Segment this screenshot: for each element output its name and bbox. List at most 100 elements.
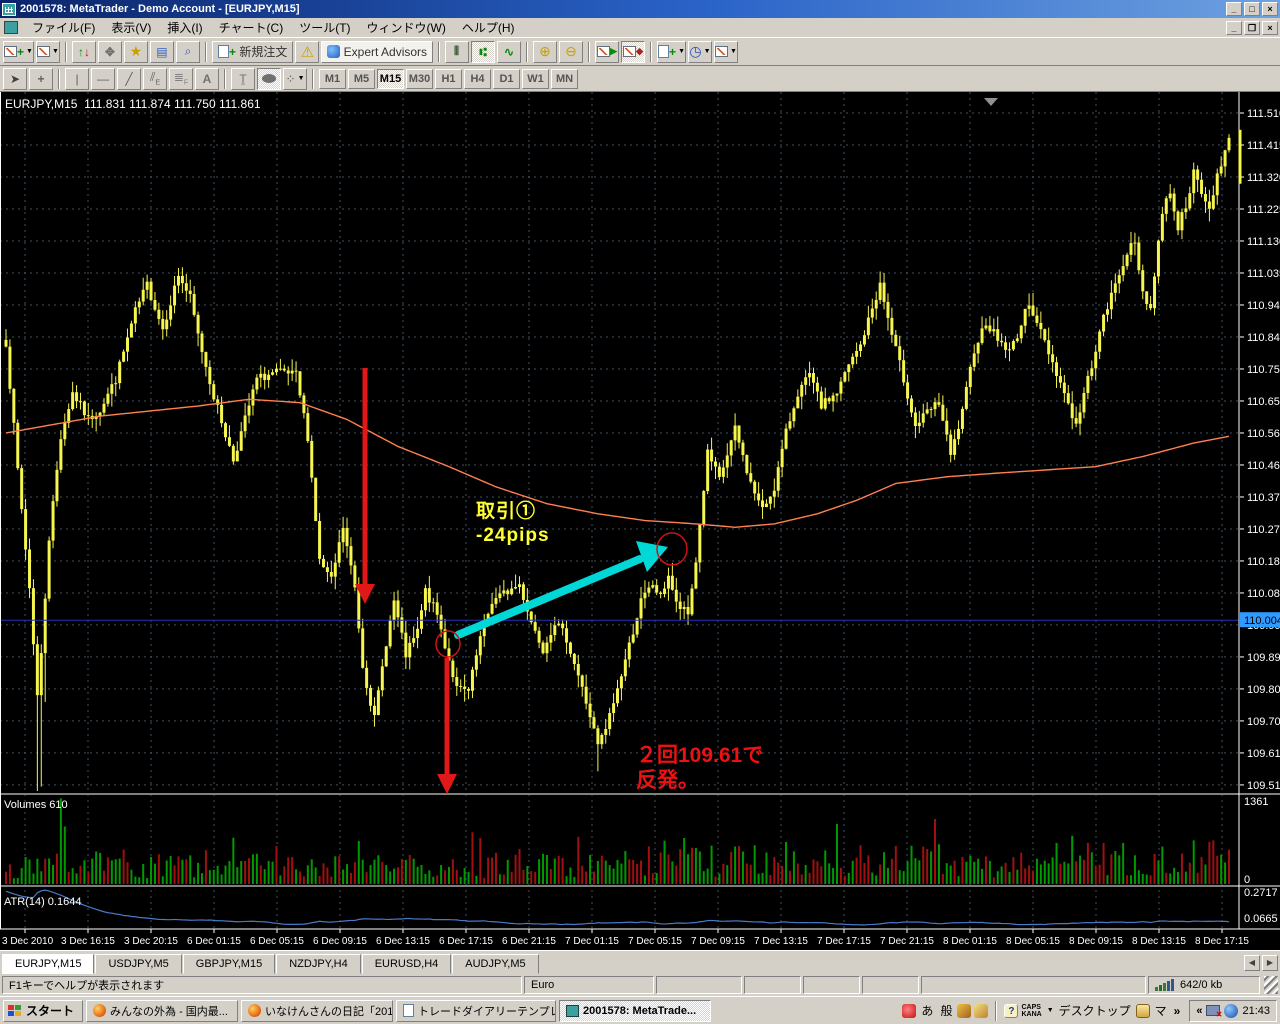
drawing-toolbar: ➤ + | — ╱ ⫽E ≣F A T̼ ⁘ ▼ M1 M5 M15 M30 H1… [0, 66, 1280, 92]
network-disconnected-icon[interactable] [1206, 1005, 1222, 1019]
menu-tools[interactable]: ツール(T) [299, 21, 351, 35]
market-watch-button[interactable]: ↑ ↓ [71, 40, 96, 63]
timeframe-m30-button[interactable]: M30 [406, 68, 433, 89]
cursor-tool-button[interactable]: ➤ [3, 67, 27, 90]
minimize-button[interactable]: _ [1226, 2, 1242, 16]
ime-pad-icon[interactable] [957, 1003, 972, 1018]
text-label-tool-button[interactable]: T̼ [231, 67, 255, 90]
timeframe-m15-button[interactable]: M15 [377, 68, 404, 89]
indicators-button[interactable]: + ▼ [657, 40, 686, 63]
timeframe-h1-button[interactable]: H1 [435, 68, 462, 89]
tab-scroll-left-button[interactable]: ◀ [1244, 955, 1260, 971]
ime-brush-icon[interactable] [974, 1003, 989, 1018]
chart-shift-button[interactable]: ◆ [621, 40, 646, 63]
price-chart[interactable]: 111.510 111.415 111.320 111.225 111.130 111.0… [0, 92, 1280, 950]
symbol-label: EURJPY,M15 [5, 97, 78, 111]
timeframe-w1-button[interactable]: W1 [522, 68, 549, 89]
windows-logo-icon [8, 1004, 22, 1017]
tab-gbpjpy-m15[interactable]: GBPJPY,M15 [182, 954, 276, 974]
channel-tool-button[interactable]: ⫽E [143, 67, 167, 90]
new-chart-button[interactable]: + ▼ [3, 40, 34, 63]
timeframe-m1-button[interactable]: M1 [319, 68, 346, 89]
timeframe-d1-button[interactable]: D1 [493, 68, 520, 89]
tray-chevron-icon[interactable]: « [1196, 1004, 1203, 1017]
auto-scroll-button[interactable]: ▶ [595, 40, 620, 63]
tab-eurusd-h4[interactable]: EURUSD,H4 [361, 954, 452, 974]
tab-eurjpy-m15[interactable]: EURJPY,M15 [2, 954, 95, 974]
chart-profiles-button[interactable]: ▼ [35, 40, 60, 63]
resize-grip[interactable] [1264, 976, 1278, 994]
strategy-tester-button[interactable]: ⌕ [175, 40, 200, 63]
bounce-annotation-text[interactable]: ２回109.61で 反発。 [636, 744, 764, 792]
ime-hiragana-indicator[interactable]: あ [921, 1004, 934, 1018]
atok-icon[interactable] [902, 1003, 917, 1018]
taskbar-item-firefox-2[interactable]: いなけんさんの日記「2010... [241, 999, 394, 1022]
zoom-out-button[interactable]: ⊖ [559, 40, 584, 63]
new-order-button[interactable]: + 新規注文 [211, 40, 294, 63]
ime-mode-indicator[interactable]: 般 [940, 1004, 953, 1018]
taskbar-item-firefox-1[interactable]: みんなの外為 - 国内最... [86, 999, 239, 1022]
tab-usdjpy-m5[interactable]: USDJPY,M5 [95, 954, 182, 974]
crosshair-tool-button[interactable]: + [29, 67, 53, 90]
timeframe-h4-button[interactable]: H4 [464, 68, 491, 89]
text-tool-button[interactable]: A [195, 67, 219, 90]
bar-chart-button[interactable]: ⫴ [445, 40, 470, 63]
ime-help-icon[interactable]: ? [1004, 1003, 1019, 1018]
maximize-button[interactable]: □ [1244, 2, 1260, 16]
vertical-line-tool-button[interactable]: | [65, 67, 89, 90]
close-button[interactable]: × [1262, 2, 1278, 16]
svg-text:7 Dec 09:15: 7 Dec 09:15 [691, 936, 745, 947]
svg-text:110.085: 110.085 [1247, 588, 1280, 600]
status-panel-1 [656, 976, 742, 994]
trade-annotation-text[interactable]: 取引① -24pips [476, 501, 550, 546]
periods-button[interactable]: ◷ ▼ [688, 40, 712, 63]
horizontal-line-tool-button[interactable]: — [91, 67, 115, 90]
expert-advisors-button[interactable]: Expert Advisors [321, 40, 434, 63]
menu-view[interactable]: 表示(V) [111, 21, 152, 35]
terminal-button[interactable]: ▤ [149, 40, 174, 63]
candlestick-chart-button[interactable]: ⑆ [471, 40, 496, 63]
taskbar-item-metatrader[interactable]: 2001578: MetaTrade... [559, 999, 712, 1022]
zoom-in-button[interactable]: ⊕ [533, 40, 558, 63]
svg-text:8 Dec 01:15: 8 Dec 01:15 [943, 936, 997, 947]
svg-text:0.0665: 0.0665 [1244, 913, 1278, 925]
menu-insert[interactable]: 挿入(I) [167, 21, 203, 35]
child-minimize-button[interactable]: _ [1226, 20, 1242, 35]
ime-dropdown-icon[interactable]: ▼ [1046, 1007, 1054, 1014]
svg-text:110.465: 110.465 [1247, 460, 1280, 472]
globe-tray-icon[interactable] [1224, 1003, 1239, 1018]
navigator-button[interactable]: ★ [123, 40, 148, 63]
svg-text:111.320: 111.320 [1247, 172, 1280, 184]
timeframe-mn-button[interactable]: MN [551, 68, 578, 89]
ellipse-tool-button[interactable] [257, 67, 281, 90]
metatrader-icon [566, 1004, 580, 1017]
ime-ma-indicator[interactable]: マ [1154, 1004, 1167, 1018]
title-bar: 2001578: MetaTrader - Demo Account - [EU… [0, 0, 1280, 18]
menu-chart[interactable]: チャート(C) [218, 21, 284, 35]
caps-kana-indicator[interactable]: CAPS KANA [1021, 1003, 1042, 1018]
tab-nzdjpy-h4[interactable]: NZDJPY,H4 [276, 954, 361, 974]
data-window-button[interactable]: ✥ [97, 40, 122, 63]
templates-button[interactable]: ▼ [714, 40, 738, 63]
child-restore-button[interactable]: ❐ [1244, 20, 1260, 35]
tab-scroll-right-button[interactable]: ▶ [1262, 955, 1278, 971]
child-close-button[interactable]: × [1262, 20, 1278, 35]
tab-audjpy-m5[interactable]: AUDJPY,M5 [452, 954, 539, 974]
chart-canvas[interactable]: 111.510 111.415 111.320 111.225 111.130 111.0… [0, 92, 1280, 950]
timeframe-m5-button[interactable]: M5 [348, 68, 375, 89]
menu-file[interactable]: ファイル(F) [32, 21, 96, 35]
arrows-tool-button[interactable]: ⁘ ▼ [283, 67, 307, 90]
menu-window[interactable]: ウィンドウ(W) [366, 21, 446, 35]
desktop-toolbar-label[interactable]: デスクトップ [1058, 1004, 1131, 1018]
fibonacci-tool-button[interactable]: ≣F [169, 67, 193, 90]
menu-help[interactable]: ヘルプ(H) [461, 21, 515, 35]
line-chart-button[interactable]: ∿ [497, 40, 522, 63]
chart-shift-marker[interactable] [984, 98, 998, 106]
taskbar-item-document[interactable]: トレードダイアリーテンプレー... [396, 999, 557, 1022]
metaeditor-warning-icon[interactable]: ⚠ [295, 40, 320, 63]
toolbar-chevron-icon[interactable]: » [1173, 1003, 1181, 1018]
folder-icon[interactable] [1135, 1003, 1150, 1018]
start-button[interactable]: スタート [3, 999, 84, 1022]
trendline-tool-button[interactable]: ╱ [117, 67, 141, 90]
atr-indicator-label: ATR(14) 0.1644 [4, 896, 82, 908]
